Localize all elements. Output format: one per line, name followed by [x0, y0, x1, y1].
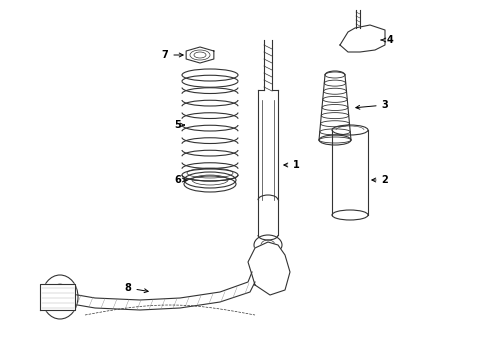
Text: 3: 3: [356, 100, 389, 110]
Ellipse shape: [273, 260, 283, 270]
Ellipse shape: [371, 39, 379, 45]
Text: 8: 8: [124, 283, 148, 293]
Text: 6: 6: [174, 175, 187, 185]
Ellipse shape: [265, 270, 275, 280]
Polygon shape: [60, 272, 255, 310]
Text: 7: 7: [162, 50, 183, 60]
Ellipse shape: [265, 250, 275, 260]
Text: 1: 1: [284, 160, 299, 170]
Ellipse shape: [360, 35, 370, 41]
Text: 2: 2: [372, 175, 389, 185]
Polygon shape: [40, 284, 75, 310]
Polygon shape: [340, 25, 385, 52]
Ellipse shape: [42, 275, 78, 319]
Text: 4: 4: [381, 35, 393, 45]
Polygon shape: [248, 242, 290, 295]
Text: 5: 5: [174, 120, 184, 130]
